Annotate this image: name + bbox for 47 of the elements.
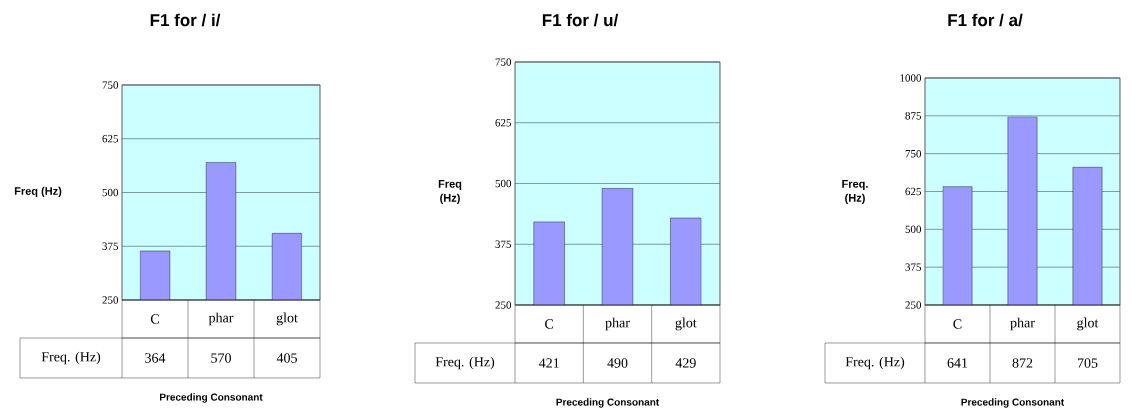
data-label: 490 [607,358,628,368]
y-tick-label: 750 [495,58,512,66]
x-tick-label: glot [1077,317,1099,331]
y-tick-label: 750 [102,81,119,89]
y-tick-label: 750 [905,149,922,158]
y-axis-title: Freq (Hz) [438,180,462,204]
x-axis-title: Preceding Consonant [556,398,660,408]
y-tick-label: 1000 [900,74,922,82]
y-tick-label: 625 [905,187,922,196]
y-tick-label: 625 [495,119,512,127]
x-tick-label: glot [276,312,298,326]
y-tick-label: 875 [905,112,922,120]
y-tick-label: 625 [102,135,119,143]
chart-title: F1 for / a/ [948,13,1023,27]
x-tick-label: phar [605,317,630,331]
x-tick-label: C [953,319,962,329]
y-tick-label: 250 [102,296,119,304]
chart-title: F1 for / i/ [150,13,221,27]
data-label: 641 [947,358,968,368]
y-tick-label: 500 [495,179,512,188]
y-tick-label: 250 [495,301,512,309]
text: Freq. (Hz) [435,356,495,370]
y-tick-label: 375 [495,240,512,248]
x-tick-label: glot [675,317,697,331]
y-axis-title: Freq (Hz) [14,186,62,198]
data-label: 705 [1077,358,1098,368]
y-axis-title: Freq. (Hz) [842,180,868,204]
data-label: 429 [675,358,696,368]
y-tick-label: 375 [102,242,119,250]
text: Freq. (Hz) [41,351,101,365]
y-tick-label: 375 [905,263,922,271]
x-tick-label: C [545,319,554,329]
x-tick-label: C [150,314,159,324]
x-tick-label: phar [208,312,234,326]
data-label: 570 [211,353,231,363]
x-tick-label: phar [1010,317,1035,331]
chart-title: F1 for / u/ [542,13,619,27]
x-axis-title: Preceding Consonant [160,393,263,403]
y-tick-label: 500 [102,188,119,197]
data-label: 872 [1012,358,1033,368]
y-tick-label: 250 [905,301,922,309]
x-axis-title: Preceding Consonant [961,398,1065,408]
y-tick-label: 500 [905,225,922,234]
data-label: 364 [145,353,166,363]
data-label: 421 [538,358,559,368]
text: Freq. (Hz) [845,356,905,370]
data-label: 405 [276,353,297,363]
